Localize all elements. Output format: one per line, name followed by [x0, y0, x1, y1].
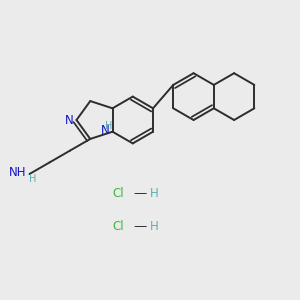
Text: —: —: [133, 220, 146, 233]
Text: H: H: [105, 121, 112, 131]
Text: H: H: [150, 187, 159, 200]
Text: Cl: Cl: [113, 220, 124, 233]
Text: Cl: Cl: [113, 187, 124, 200]
Text: NH: NH: [9, 166, 26, 179]
Text: N: N: [65, 114, 74, 128]
Text: H: H: [150, 220, 159, 233]
Text: H: H: [29, 174, 37, 184]
Text: —: —: [133, 187, 146, 200]
Text: N: N: [101, 124, 110, 137]
